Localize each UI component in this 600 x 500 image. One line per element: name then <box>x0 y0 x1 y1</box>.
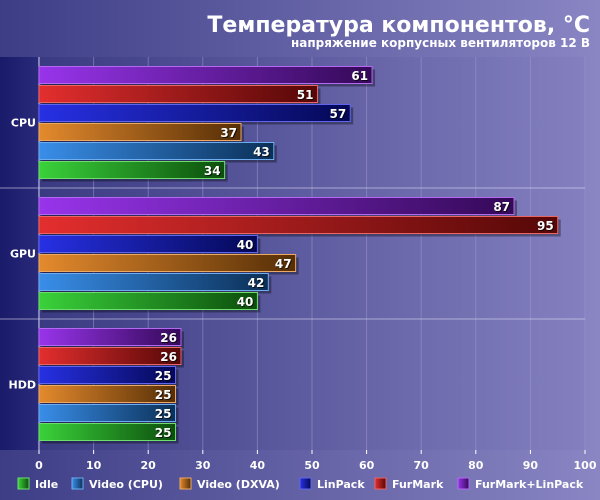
bar-value-label-shadow: 25 <box>156 427 173 441</box>
bar-value-label: 51 <box>297 88 314 102</box>
bar-value-label-shadow: 25 <box>156 389 173 403</box>
category-label: HDD <box>9 379 36 392</box>
bar-value-label-shadow: 25 <box>156 408 173 422</box>
bar <box>38 216 559 234</box>
category-label: GPU <box>10 248 36 261</box>
bar <box>38 423 176 441</box>
grid-lines <box>0 57 586 450</box>
legend-label: Video (CPU) <box>89 478 163 491</box>
bar-value-label-shadow: 40 <box>238 239 255 253</box>
legend-swatch <box>179 477 192 490</box>
bar-value-label: 40 <box>237 295 254 309</box>
category-axis-panel <box>0 57 38 450</box>
bar <box>38 142 275 160</box>
bar <box>38 66 373 84</box>
bar-value-label-shadow: 57 <box>331 108 348 122</box>
bar-value-label-shadow: 40 <box>238 296 255 310</box>
bar <box>38 161 226 179</box>
bar <box>38 235 258 253</box>
bar <box>38 197 515 215</box>
bar-value-label-shadow: 26 <box>161 351 178 365</box>
bar-value-label: 37 <box>220 126 237 140</box>
bar <box>38 366 176 384</box>
bar-value-label: 61 <box>351 69 368 83</box>
bar <box>38 292 258 310</box>
legend-swatch <box>71 477 84 490</box>
bar-value-label-shadow: 26 <box>161 332 178 346</box>
bar-value-label-shadow: 51 <box>298 89 315 103</box>
bar <box>38 273 269 291</box>
x-tick-label: 20 <box>141 459 157 472</box>
bar-value-label-shadow: 61 <box>352 70 369 84</box>
legend-label: LinPack <box>317 478 365 491</box>
bar <box>38 85 318 103</box>
bar-value-label-shadow: 95 <box>538 220 555 234</box>
bar-value-label: 26 <box>160 331 177 345</box>
bar-value-label: 42 <box>248 276 265 290</box>
legend-label: Video (DXVA) <box>197 478 280 491</box>
bar-value-label: 34 <box>204 164 221 178</box>
legend: Idle Video (CPU) Video (DXVA) LinPack FurMar… <box>17 477 584 491</box>
bar-value-label: 43 <box>253 145 270 159</box>
bar-value-label-shadow: 37 <box>221 127 238 141</box>
x-axis-ticks: 0 10 20 30 40 50 60 70 80 90 100 <box>35 450 597 472</box>
bar <box>38 328 182 346</box>
bar-value-label-shadow: 34 <box>205 165 222 179</box>
chart-subtitle: напряжение корпусных вентиляторов 12 В <box>291 36 590 50</box>
x-tick-label: 30 <box>195 459 211 472</box>
legend-swatch <box>374 477 387 490</box>
chart-title: Температура компонентов, °C <box>207 13 590 38</box>
category-label: CPU <box>11 117 36 130</box>
bar-value-label: 47 <box>275 257 292 271</box>
bar-value-label: 25 <box>155 388 172 402</box>
bar-value-label-shadow: 25 <box>156 370 173 384</box>
legend-label: FurMark <box>392 478 444 491</box>
bar-value-label-shadow: 47 <box>276 258 293 272</box>
x-tick-label: 60 <box>359 459 375 472</box>
legend-swatch <box>457 477 470 490</box>
bar <box>38 385 176 403</box>
bar <box>38 254 297 272</box>
bar <box>38 123 242 141</box>
bar-value-label: 25 <box>155 369 172 383</box>
bar-value-label: 25 <box>155 407 172 421</box>
bar-value-label-shadow: 43 <box>254 146 271 160</box>
bar-value-label: 25 <box>155 426 172 440</box>
bar-value-label: 40 <box>237 238 254 252</box>
bars-group: 6161515157573737434334348787959540404747… <box>38 66 561 444</box>
bar-value-label: 87 <box>493 200 510 214</box>
x-tick-label: 50 <box>304 459 320 472</box>
bar-value-label: 26 <box>160 350 177 364</box>
x-tick-label: 0 <box>35 459 43 472</box>
legend-swatch <box>299 477 312 490</box>
x-tick-label: 90 <box>523 459 539 472</box>
bar-value-label-shadow: 42 <box>249 277 266 291</box>
x-tick-label: 40 <box>250 459 266 472</box>
x-tick-label: 10 <box>86 459 102 472</box>
legend-label: FurMark+LinPack <box>475 478 584 491</box>
x-tick-label: 70 <box>414 459 430 472</box>
legend-swatch <box>17 477 30 490</box>
category-labels: CPU GPU HDD <box>9 117 36 392</box>
bar <box>38 404 176 422</box>
x-tick-label: 80 <box>468 459 484 472</box>
bar <box>38 104 351 122</box>
x-tick-label: 100 <box>574 459 597 472</box>
bar <box>38 347 182 365</box>
bar-value-label: 57 <box>330 107 347 121</box>
bar-value-label: 95 <box>537 219 554 233</box>
legend-label: Idle <box>35 478 58 491</box>
bar-value-label-shadow: 87 <box>494 201 511 215</box>
